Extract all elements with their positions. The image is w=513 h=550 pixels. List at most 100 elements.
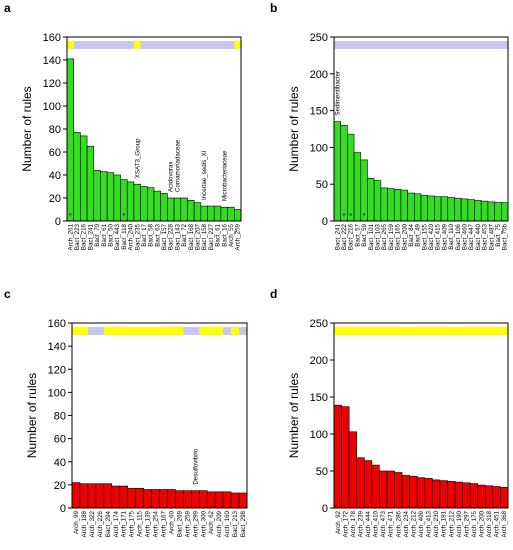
y-tick-label: 200: [310, 69, 328, 81]
x-tick-label: Arch_167: [160, 510, 167, 537]
x-tick-label: Bact_58: [148, 223, 155, 246]
strip-cell: [441, 41, 449, 49]
x-tick-label: Bact_443: [114, 223, 121, 250]
y-tick-label: 150: [310, 392, 328, 404]
strip-cell: [215, 327, 224, 335]
annotation: Incertae_sedis_XI: [201, 150, 208, 200]
y-tick-label: 120: [48, 364, 66, 376]
strip-cell: [500, 327, 509, 335]
bar: [492, 486, 501, 509]
x-tick-label: Bact_415: [435, 223, 442, 250]
x-tick-label: Arch_171: [121, 510, 128, 537]
bar: [494, 202, 502, 222]
strip-cell: [72, 327, 81, 335]
strip-cell: [87, 327, 97, 335]
strip-cell: [400, 41, 408, 49]
y-tick-label: 0: [60, 503, 66, 515]
x-tick-label: Bact_16: [221, 223, 228, 246]
strip-cell: [439, 327, 448, 335]
bar: [333, 121, 341, 222]
strip-cell: [133, 41, 141, 49]
x-tick-label: Bact_216: [81, 223, 88, 250]
plot-frame: [71, 322, 248, 509]
bar: [424, 478, 433, 509]
bar: [175, 490, 184, 509]
strip-cell: [485, 327, 494, 335]
bar: [454, 481, 463, 509]
strip-cell: [191, 327, 200, 335]
x-tick-label: Bact_75b: [502, 223, 509, 250]
strip-cell: [347, 41, 355, 49]
x-tick-label: Arch_212: [410, 510, 417, 537]
strip-cell: [73, 41, 81, 49]
x-tick-label: Arch_212: [448, 510, 455, 537]
strip-cell: [424, 327, 433, 335]
strip-cell: [151, 327, 160, 335]
x-tick-label: Arch_178: [350, 510, 357, 537]
y-tick-label: 40: [49, 170, 61, 182]
bar: [191, 490, 200, 509]
bar: [198, 490, 208, 509]
x-tick-label: Bact_294: [105, 510, 112, 537]
y-tick-label: 150: [310, 106, 328, 118]
star-marker: *: [349, 213, 352, 220]
x-tick-label: Arch_226: [97, 510, 104, 537]
panel-letter: a: [4, 1, 11, 15]
bar: [447, 197, 455, 222]
bar: [387, 188, 395, 222]
strip-cell: [223, 327, 232, 335]
y-tick-label: 250: [310, 318, 328, 330]
bar: [386, 470, 395, 509]
strip-cell: [154, 41, 161, 49]
strip-cell: [374, 41, 382, 49]
strip-cell: [107, 41, 115, 49]
x-tick-label: Arch_99: [73, 510, 80, 534]
x-tick-label: Arch_200: [479, 510, 486, 537]
panel-letter: c: [4, 287, 11, 301]
bar: [238, 492, 248, 509]
bar: [501, 202, 509, 222]
x-tick-label: Arch_234: [403, 510, 410, 537]
x-tick-label: Bact_440: [475, 223, 482, 250]
x-tick-label: Bact_57: [354, 223, 361, 246]
x-tick-label: Bact_158: [201, 223, 208, 250]
x-tick-label: Bact_59: [361, 223, 368, 246]
strip-cell: [417, 327, 426, 335]
y-tick-label: 20: [54, 480, 66, 492]
x-tick-label: Bact_222: [341, 223, 348, 250]
bar: [227, 206, 235, 222]
bar: [474, 200, 482, 222]
y-axis-label: Number of rules: [25, 373, 39, 458]
x-tick-label: Arch_368: [501, 510, 508, 537]
y-axis-label: Number of rules: [287, 373, 301, 458]
bar: [187, 200, 195, 222]
strip-cell: [183, 327, 192, 335]
strip-cell: [470, 327, 479, 335]
bar: [360, 159, 368, 222]
strip-cell: [227, 41, 235, 49]
bar: [167, 489, 176, 509]
bar: [147, 187, 155, 222]
x-tick-label: Arch_300: [200, 510, 207, 537]
strip-cell: [481, 41, 489, 49]
bar: [379, 470, 388, 509]
x-tick-label: Arch_55: [228, 223, 235, 247]
x-tick-label: Arch_254: [153, 510, 160, 537]
bar: [127, 488, 136, 509]
bar: [140, 186, 148, 222]
bar: [126, 181, 135, 222]
bar: [348, 431, 358, 509]
x-tick-label: Bact_70: [94, 223, 101, 246]
strip-cell: [427, 41, 435, 49]
y-tick-label: 80: [54, 411, 66, 423]
x-tick-label: Bact_200: [401, 223, 408, 250]
bar: [159, 489, 168, 509]
bar: [234, 209, 242, 222]
x-tick-label: Arch_115: [137, 510, 144, 537]
strip-cell: [447, 41, 455, 49]
strip-cell: [367, 41, 375, 49]
y-tick-label: 250: [310, 32, 328, 44]
bar: [119, 485, 128, 509]
x-tick-label: Bact_157: [161, 223, 168, 250]
strip-cell: [220, 41, 228, 49]
